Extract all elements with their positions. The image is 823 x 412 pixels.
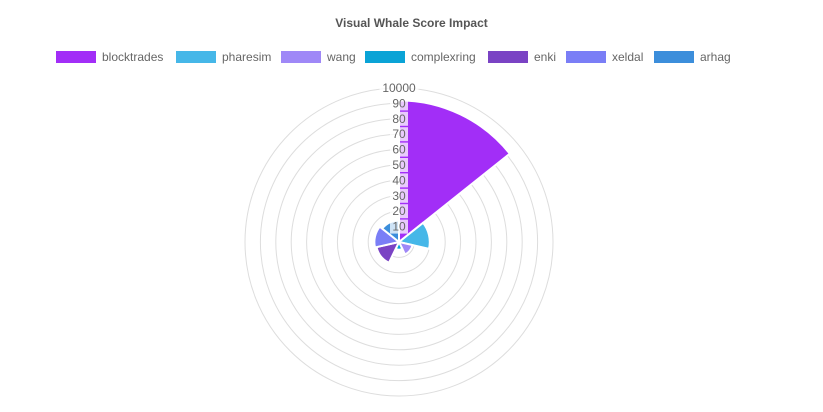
legend-item-blocktrades[interactable]: blocktrades [56,49,163,65]
slice-blocktrades[interactable] [398,99,512,245]
tick-label-backdrop [390,219,408,234]
tick-label-backdrop [390,158,408,172]
legend-label-blocktrades: blocktrades [102,50,164,64]
tick-label: 40 [392,173,406,187]
tick-label-backdrop [390,111,408,126]
tick-label: 30 [392,189,406,203]
tick-label-group: 70 [390,127,408,142]
legend-label-pharesim: pharesim [222,50,272,64]
slices [373,99,512,265]
legend-swatch-enki [488,51,528,63]
tick-label: 20 [392,204,406,218]
tick-label-group: 10000 [379,81,419,95]
legend-swatch-blocktrades [56,51,96,63]
legend-item-arhag[interactable]: arhag [654,49,731,65]
legend-swatch-xeldal [566,51,606,63]
tick-label-backdrop [390,142,408,157]
tick-label-group: 30 [390,188,408,203]
tick-label-backdrop [390,96,408,111]
tick-label-backdrop [390,204,408,219]
legend-item-pharesim[interactable]: pharesim [176,49,271,65]
tick-label: 80 [392,112,406,126]
legend-item-xeldal[interactable]: xeldal [566,49,643,65]
legend-label-complexring: complexring [411,50,476,64]
legend-label-xeldal: xeldal [612,50,644,64]
tick-label: 90 [392,96,406,110]
tick-label-group: 90 [390,96,408,111]
tick-label-group: 20 [390,204,408,219]
tick-label: 10000 [382,81,416,95]
chart-legend: blocktrades pharesim wang complexring en… [0,49,823,65]
tick-label: 10 [392,220,406,234]
legend-swatch-complexring [365,51,405,63]
slice-wang[interactable] [397,240,414,256]
slice-pharesim[interactable] [396,221,431,251]
legend-label-enki: enki [534,50,557,64]
tick-label-group: 50 [390,158,408,172]
tick-label: 70 [392,127,406,141]
tick-label-group: 10 [390,219,408,234]
legend-item-complexring[interactable]: complexring [365,49,476,65]
legend-item-enki[interactable]: enki [488,49,556,65]
tick-label-backdrop [390,127,408,142]
tick-label-backdrop [390,188,408,203]
legend-label-arhag: arhag [700,50,731,64]
legend-swatch-pharesim [176,51,216,63]
tick-label: 50 [392,158,406,172]
legend-item-wang[interactable]: wang [281,49,356,65]
tick-label-backdrop [379,81,419,95]
tick-label: 60 [392,143,406,157]
tick-label-group: 60 [390,142,408,157]
legend-swatch-wang [281,51,321,63]
tick-label-backdrop [390,173,408,188]
chart-title: Visual Whale Score Impact [335,16,488,30]
legend-swatch-arhag [654,51,694,63]
tick-label-group: 80 [390,111,408,126]
slice-xeldal[interactable] [373,225,402,249]
tick-label-group: 40 [390,173,408,188]
legend-label-wang: wang [327,50,356,64]
